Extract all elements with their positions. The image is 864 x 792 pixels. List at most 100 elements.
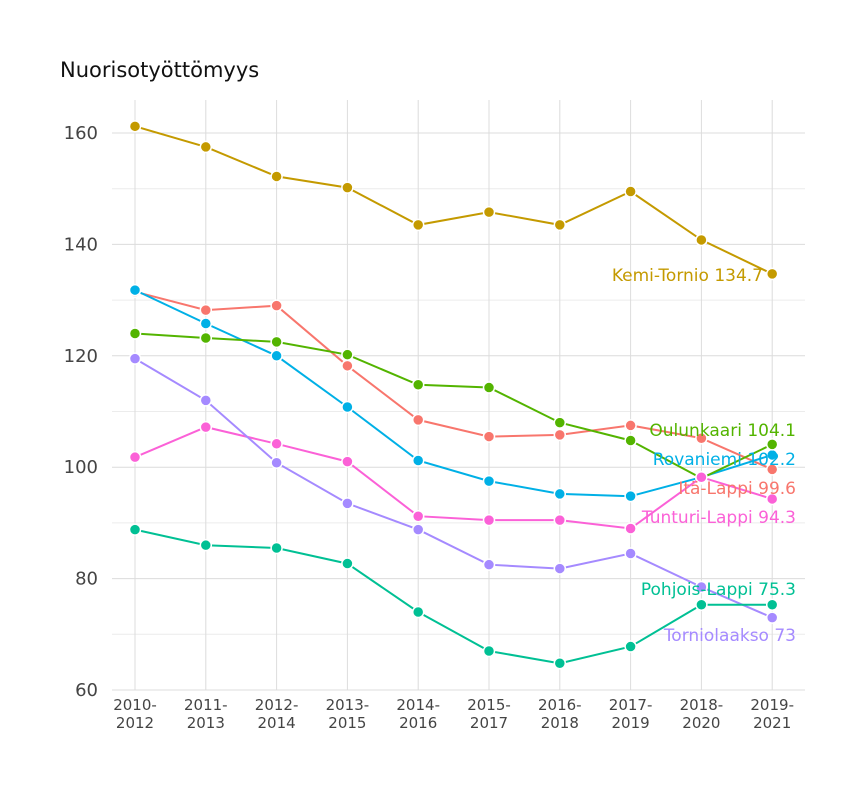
y-axis: 60 80 100 120 140 160 [64, 123, 98, 701]
data-point [624, 522, 637, 535]
chart-title: Nuorisotyöttömyys [60, 58, 259, 82]
data-point [128, 120, 142, 133]
data-point [199, 538, 213, 552]
series-itä-lappi [128, 285, 779, 476]
series-tunturi-lappi [128, 420, 779, 535]
data-point [695, 233, 708, 247]
data-point [341, 557, 354, 570]
data-point [270, 170, 283, 183]
data-point [624, 547, 637, 560]
series-labels: Kemi-Tornio 134.7 Itä-Lappi 99.6 Rovaniemi… [612, 266, 796, 646]
data-point [695, 580, 708, 594]
series-label-pohjois-lappi: Pohjois-Lappi 75.3 [641, 580, 796, 600]
data-point [482, 205, 496, 219]
data-point [482, 381, 496, 394]
data-point [199, 394, 213, 407]
data-point [695, 470, 708, 484]
data-point [341, 455, 354, 468]
y-tick-label: 100 [64, 457, 98, 478]
series-label-oulunkaari: Oulunkaari 104.1 [649, 421, 796, 441]
data-point [765, 598, 779, 612]
data-point [128, 523, 142, 536]
data-point [553, 416, 567, 429]
data-point [482, 558, 496, 571]
series-label-kemi-tornio: Kemi-Tornio 134.7 [612, 266, 763, 286]
series-line [134, 528, 773, 665]
data-point [553, 513, 567, 527]
series-group [128, 120, 779, 670]
data-point [128, 352, 142, 365]
data-point [199, 331, 213, 345]
data-point [411, 378, 425, 392]
x-axis: 2010-2012 2011-2013 2012-2014 2013-2015 2014… [113, 696, 794, 732]
data-point [411, 413, 425, 427]
x-tick-label: 2016-2018 [538, 696, 582, 732]
x-tick-label: 2018-2020 [680, 696, 724, 732]
data-point [341, 400, 354, 414]
x-tick-label: 2012-2014 [255, 696, 299, 732]
data-point [695, 598, 708, 612]
data-point [765, 438, 779, 451]
series-pohjois-lappi [128, 523, 779, 670]
data-point [128, 450, 142, 464]
x-tick-label: 2014-2016 [396, 696, 440, 732]
data-point [341, 497, 354, 510]
data-point [341, 359, 354, 373]
series-label-itä-lappi: Itä-Lappi 99.6 [678, 479, 796, 499]
data-point [128, 327, 142, 340]
series-line [134, 357, 773, 619]
data-point [553, 487, 567, 501]
data-point [199, 303, 213, 317]
data-point [270, 541, 283, 555]
data-point [411, 509, 425, 523]
series-label-tunturi-lappi: Tunturi-Lappi 94.3 [641, 508, 796, 528]
x-tick-label: 2015-2017 [467, 696, 511, 732]
data-point [624, 489, 637, 503]
data-point [128, 283, 142, 297]
data-point [624, 640, 637, 653]
series-line [134, 125, 773, 275]
data-point [341, 181, 354, 194]
series-label-rovaniemi: Rovaniemi 102.2 [653, 450, 796, 470]
series-line [134, 290, 773, 471]
series-line [134, 332, 773, 480]
y-tick-label: 160 [64, 123, 98, 144]
data-point [553, 218, 567, 232]
y-tick-label: 80 [75, 569, 98, 590]
data-point [270, 299, 283, 312]
series-line [134, 426, 773, 530]
data-point [482, 474, 496, 488]
data-point [341, 348, 354, 361]
data-point [553, 428, 567, 442]
x-tick-label: 2019-2021 [750, 696, 794, 732]
data-point [553, 562, 567, 575]
data-point [411, 523, 425, 536]
data-point [482, 644, 496, 658]
data-point [695, 431, 708, 445]
data-point [270, 349, 283, 363]
data-point [624, 185, 637, 198]
data-point [270, 456, 283, 469]
data-point [482, 430, 496, 443]
data-point [765, 267, 779, 281]
data-point [624, 419, 637, 432]
series-torniolaakso [128, 352, 779, 624]
data-point [553, 657, 567, 670]
data-point [765, 611, 779, 624]
data-point [270, 437, 283, 451]
y-tick-label: 140 [64, 234, 98, 255]
x-tick-label: 2017-2019 [609, 696, 653, 732]
data-point [411, 454, 425, 467]
data-point [199, 140, 213, 154]
data-point [765, 492, 779, 506]
data-point [482, 513, 496, 527]
y-tick-label: 60 [75, 680, 98, 701]
series-label-torniolaakso: Torniolaakso 73 [663, 626, 796, 646]
data-point [624, 434, 637, 447]
data-point [199, 420, 213, 434]
y-tick-label: 120 [64, 346, 98, 367]
x-tick-label: 2013-2015 [326, 696, 370, 732]
series-kemi-tornio [128, 120, 779, 281]
x-tick-label: 2010-2012 [113, 696, 157, 732]
